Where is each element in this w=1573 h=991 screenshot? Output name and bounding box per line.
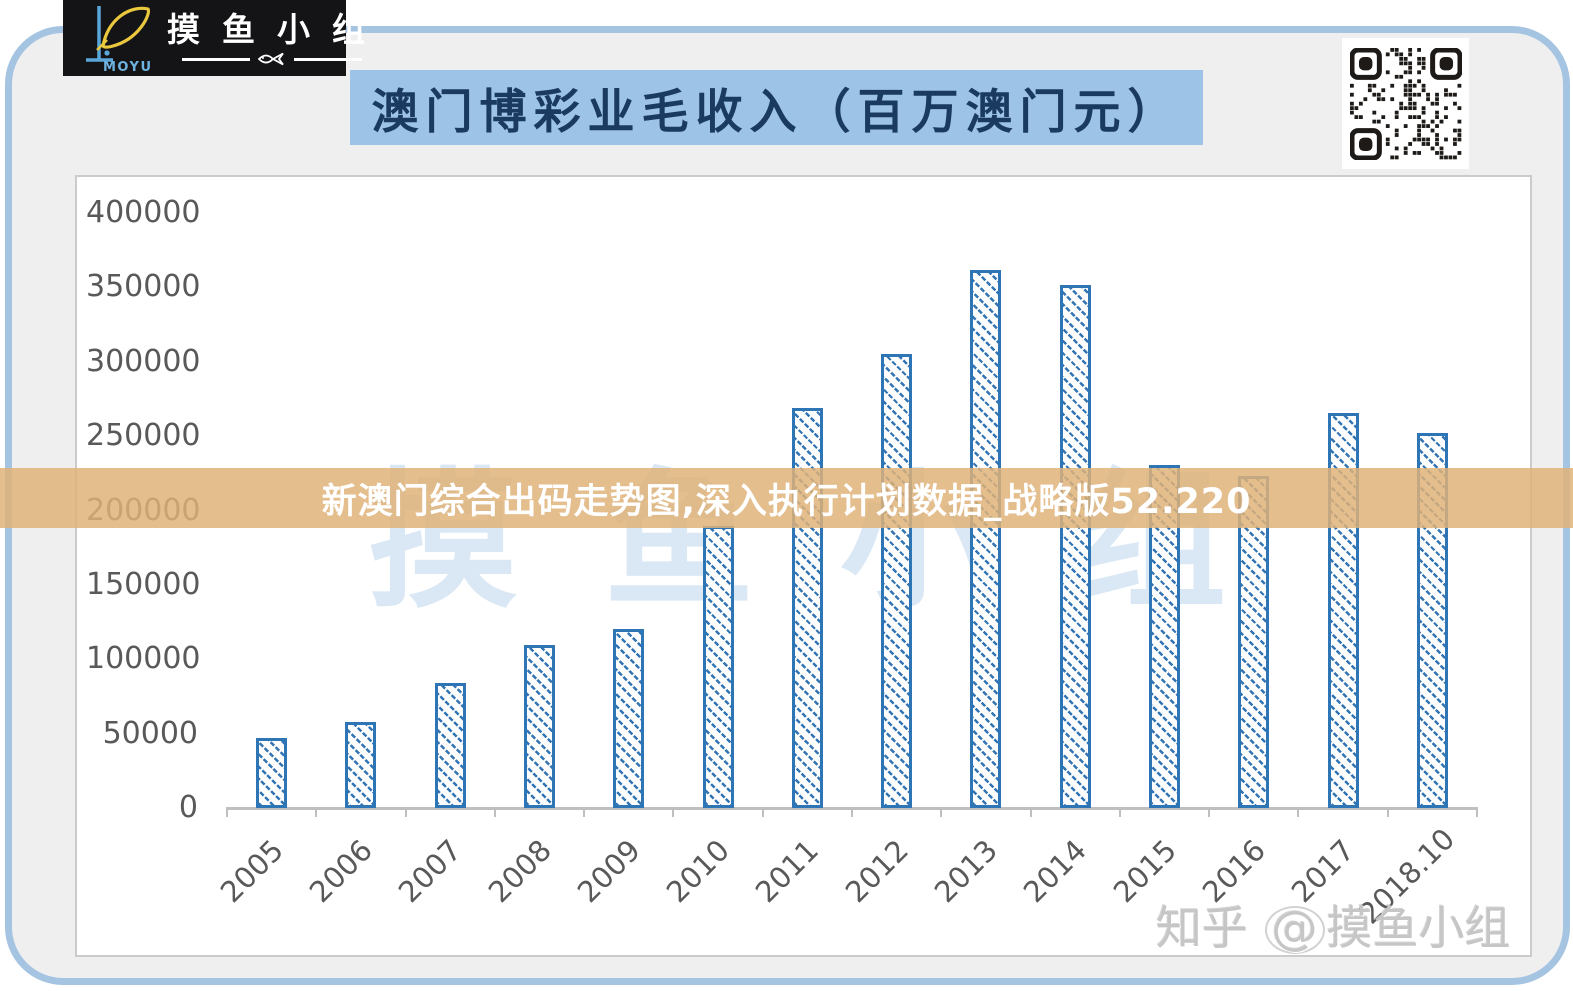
x-axis-tick (583, 807, 586, 817)
bottom-watermark: 知乎 @ 摸鱼小组 (1156, 892, 1511, 958)
logo-group-name: 摸鱼小组 (167, 10, 387, 49)
y-axis-label: 300000 (86, 343, 201, 379)
bar-2010 (702, 525, 734, 808)
x-axis-label: 2011 (749, 833, 826, 910)
page-title: 澳门博彩业毛收入（百万澳门元） (371, 85, 1182, 140)
fish-icon (257, 52, 284, 66)
x-axis-tick (1386, 807, 1389, 817)
y-axis-label: 50000 (102, 715, 198, 751)
bar-2006 (345, 722, 377, 808)
x-axis-tick (493, 807, 496, 817)
overlay-banner-text: 新澳门综合出码走势图,深入执行计划数据_战略版52.220 (321, 481, 1252, 522)
x-axis-label: 2009 (570, 833, 647, 910)
x-axis-tick (1476, 807, 1478, 817)
x-axis-label: 2014 (1017, 833, 1094, 910)
x-axis-label: 2005 (213, 833, 290, 910)
x-axis-tick (1029, 807, 1032, 817)
x-axis-tick (226, 807, 228, 817)
x-axis-tick (1118, 807, 1121, 817)
fishing-hook-icon: MOYU (86, 6, 153, 73)
x-axis-tick (940, 807, 943, 817)
y-axis-label: 400000 (86, 195, 201, 230)
x-axis-label: 2012 (838, 833, 915, 910)
bar-2008 (524, 644, 555, 808)
bottom-watermark-site: 知乎 (1156, 901, 1248, 955)
bar-2009 (613, 628, 645, 808)
x-axis-label: 2010 (659, 833, 737, 910)
logo-brand-text: MOYU (103, 60, 153, 73)
bar-2012 (881, 353, 913, 808)
overlay-banner: 新澳门综合出码走势图,深入执行计划数据_战略版52.220 (0, 468, 1573, 528)
y-axis-label: 350000 (86, 269, 201, 305)
y-axis-label: 250000 (86, 418, 201, 454)
bar-2013 (970, 269, 1002, 808)
x-axis-tick (761, 807, 764, 817)
x-axis-tick (851, 807, 853, 817)
qr-code (1342, 38, 1469, 169)
x-axis-label: 2013 (927, 833, 1004, 910)
logo-divider (182, 52, 362, 66)
bottom-watermark-name: 摸鱼小组 (1326, 901, 1511, 955)
moyu-logo: MOYU 摸鱼小组 (63, 0, 365, 76)
bar-2014 (1059, 285, 1091, 808)
y-axis-label: 0 (178, 790, 198, 825)
y-axis-label: 100000 (86, 641, 201, 677)
x-axis-label: 2006 (302, 833, 379, 910)
page-title-bar: 澳门博彩业毛收入（百万澳门元） (350, 70, 1203, 145)
bar-2016 (1238, 475, 1270, 808)
x-axis-tick (315, 807, 318, 817)
x-axis-tick (404, 807, 407, 817)
bar-2005 (256, 737, 288, 808)
x-axis-label: 2008 (481, 833, 558, 910)
x-axis-tick (672, 807, 675, 817)
bar-2007 (434, 683, 466, 808)
x-axis-tick (1297, 807, 1300, 817)
y-axis-label: 150000 (86, 566, 201, 602)
x-axis-tick (1208, 807, 1211, 817)
at-icon: @ (1264, 905, 1325, 954)
x-axis-label: 2007 (392, 833, 469, 910)
